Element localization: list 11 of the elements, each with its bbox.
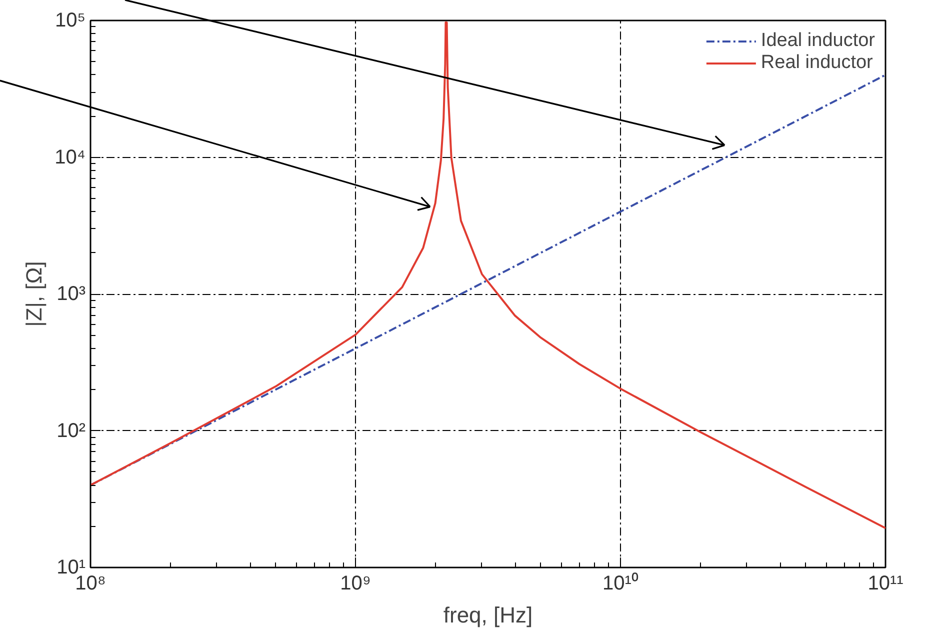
y-axis-title: |Z|, [Ω] (22, 261, 47, 327)
y-tick-label: 10³ (56, 283, 86, 305)
x-tick-label: 10¹⁰ (602, 572, 638, 594)
legend-label: Real inductor (760, 52, 873, 74)
legend-label: Ideal inductor (760, 30, 875, 52)
y-tick-label: 10² (56, 420, 86, 442)
x-tick-label: 10¹¹ (868, 572, 904, 594)
x-tick-label: 10⁹ (340, 572, 371, 594)
y-tick-label: 10⁴ (54, 146, 86, 168)
y-tick-label: 10⁵ (54, 10, 86, 32)
x-axis-title: freq, [Hz] (443, 602, 533, 628)
